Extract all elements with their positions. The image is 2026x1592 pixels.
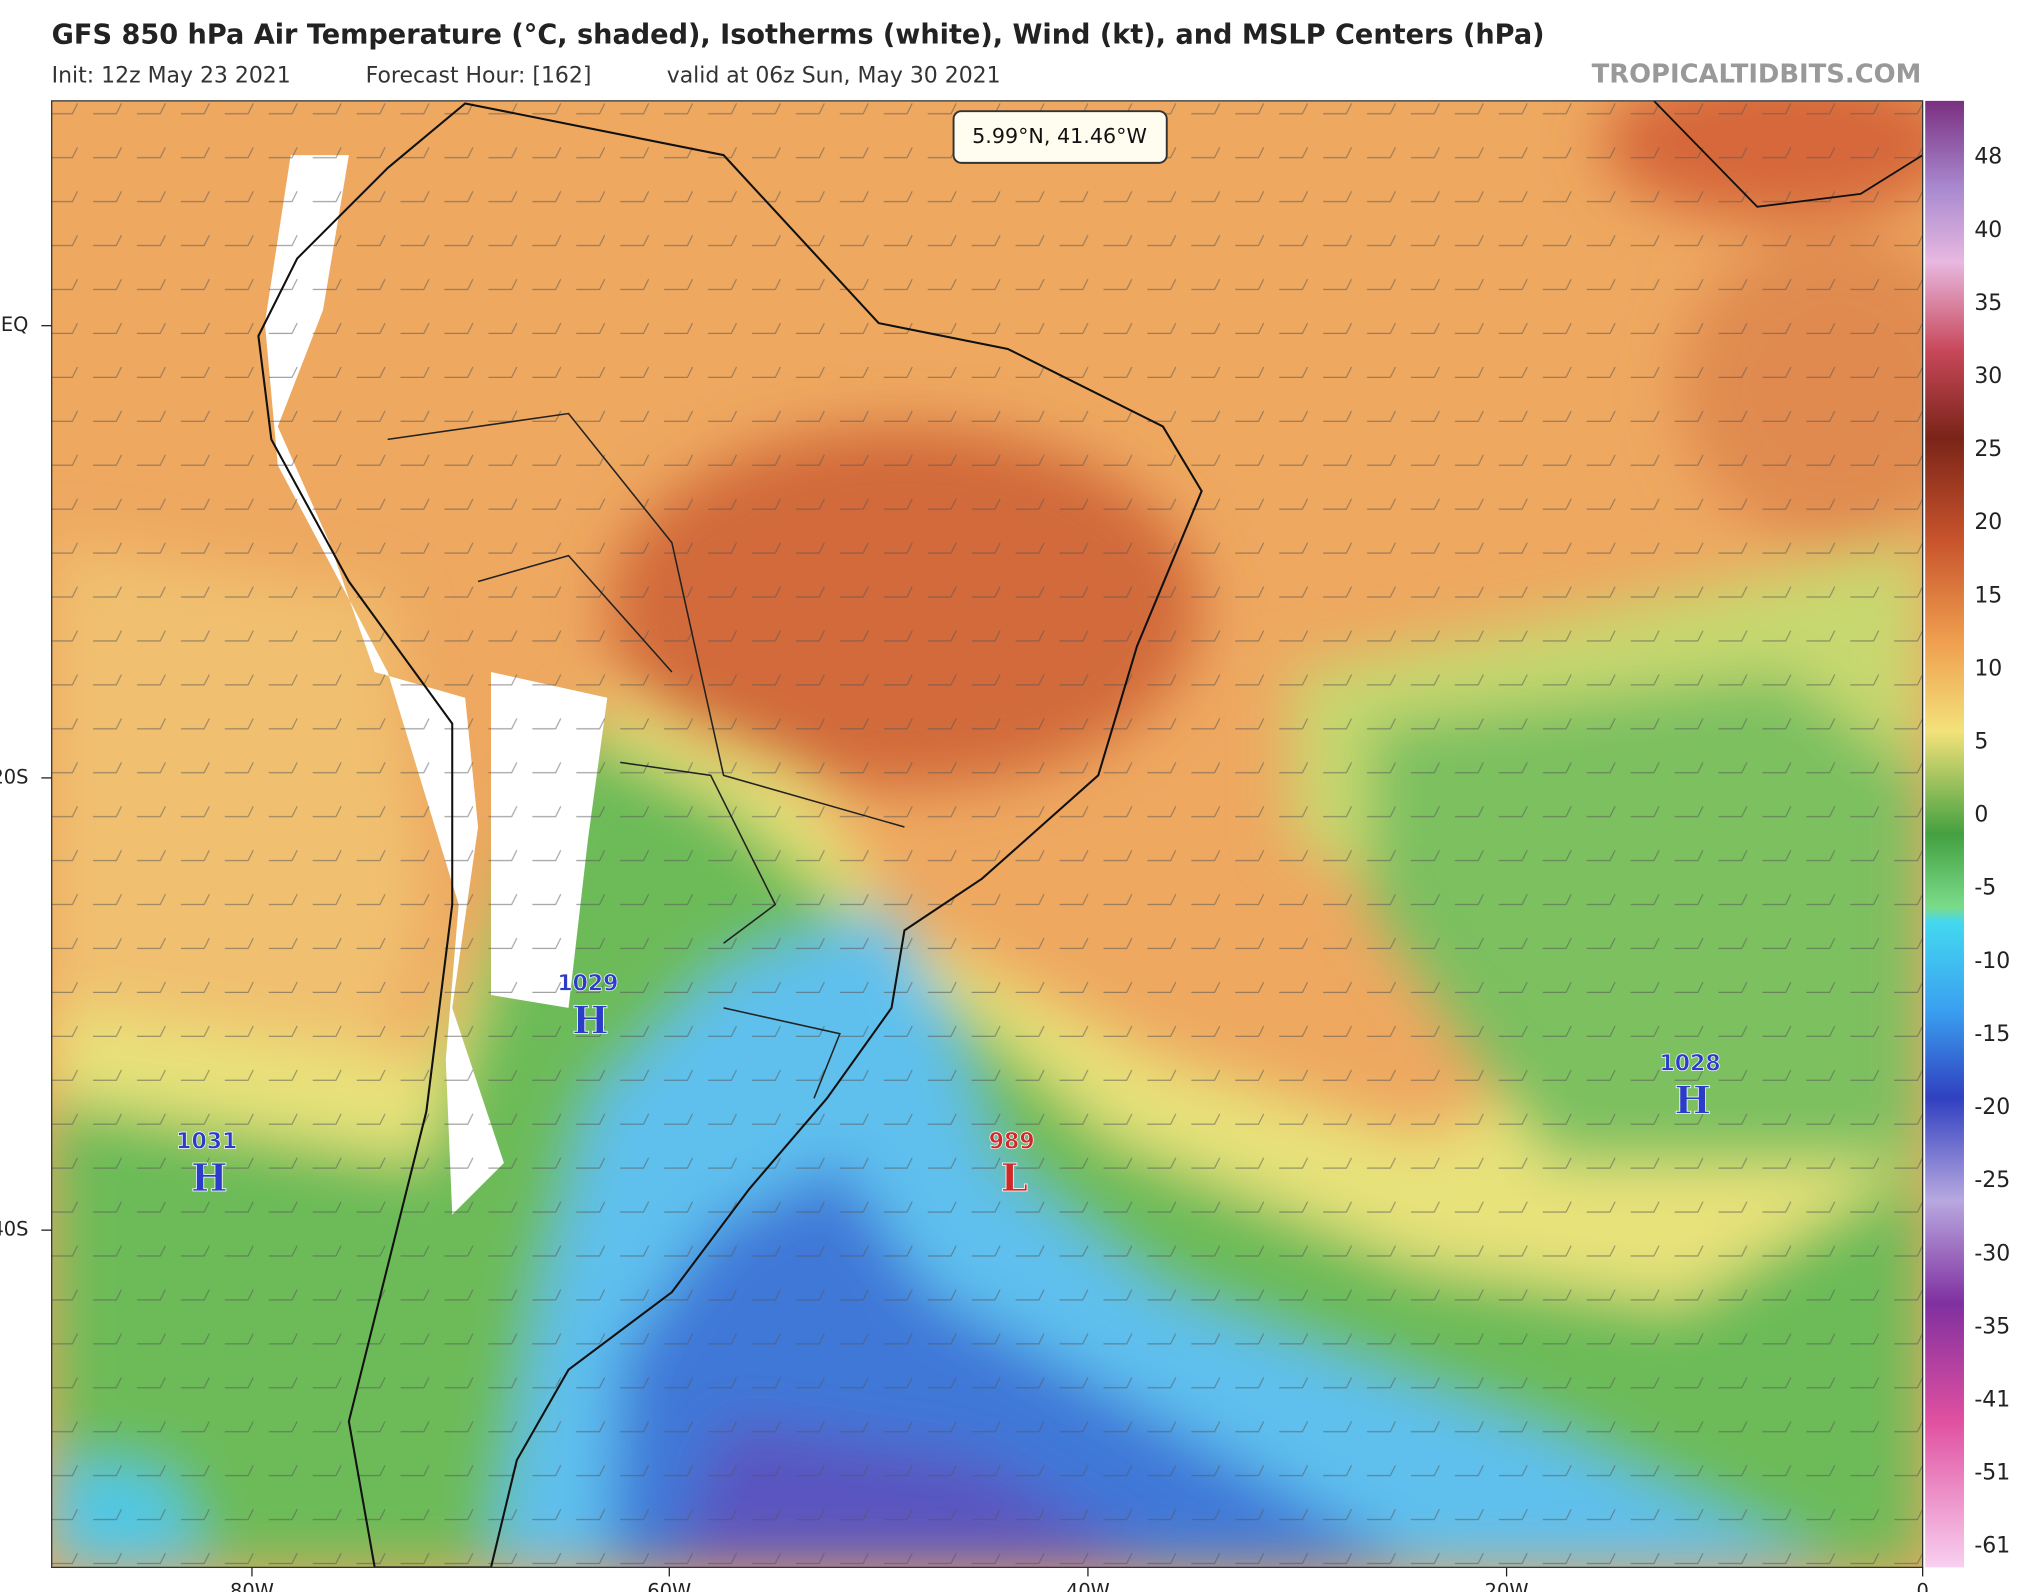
lon-label: 40W xyxy=(1066,1579,1110,1592)
colorbar-tick-label: 10 xyxy=(1974,656,2002,681)
pressure-value: 1028 xyxy=(1660,1052,1721,1077)
title: GFS 850 hPa Air Temperature (°C, shaded)… xyxy=(52,20,1545,51)
colorbar-tick-label: 5 xyxy=(1974,730,1988,755)
colorbar-tick-label: -51 xyxy=(1974,1461,2010,1486)
init-time: Init: 12z May 23 2021 xyxy=(52,63,291,88)
colorbar-tick-label: -41 xyxy=(1974,1387,2010,1412)
lon-label: 80W xyxy=(230,1579,274,1592)
cursor-tooltip xyxy=(952,110,1168,164)
colorbar-tick-label: -15 xyxy=(1974,1022,2010,1047)
colorbar xyxy=(1925,100,1964,1568)
colorbar-tick-label: 30 xyxy=(1974,364,2002,389)
colorbar-tick-label: 40 xyxy=(1974,218,2002,243)
pressure-value: 1031 xyxy=(176,1129,237,1154)
colorbar-tick-label: 15 xyxy=(1974,583,2002,608)
colorbar-tick-label: -20 xyxy=(1974,1095,2010,1120)
cursor-coords: 5.99°N, 41.46°W xyxy=(972,124,1147,148)
colorbar-tick-label: -10 xyxy=(1974,949,2010,974)
colorbar-tick-label: 0 xyxy=(1974,803,1988,828)
pressure-symbol: H xyxy=(1674,1079,1711,1124)
lon-label: 20W xyxy=(1485,1579,1529,1592)
temperature-field xyxy=(51,100,1923,1568)
colorbar-tick-label: -61 xyxy=(1974,1534,2010,1559)
colorbar-tick-label: -5 xyxy=(1974,876,1996,901)
forecast-hour: Forecast Hour: [162] xyxy=(366,63,592,88)
colorbar-tick-label: -25 xyxy=(1974,1168,2010,1193)
pressure-value: 1029 xyxy=(557,972,618,997)
valid-time: valid at 06z Sun, May 30 2021 xyxy=(667,63,1001,88)
overlay: EQ20S40S80W60W40W20W01029H1031H1028H989L… xyxy=(0,145,2010,1592)
lon-label: 60W xyxy=(647,1579,691,1592)
map-frame xyxy=(51,100,1924,1569)
lat-label: 20S xyxy=(0,765,28,788)
pressure-symbol: H xyxy=(191,1156,228,1201)
lat-label: EQ xyxy=(1,313,28,336)
colorbar-tick-label: -30 xyxy=(1974,1241,2010,1266)
lon-label: 0 xyxy=(1916,1579,1928,1592)
colorbar-tick-label: 35 xyxy=(1974,291,2002,316)
colorbar-tick-label: 20 xyxy=(1974,510,2002,535)
pressure-symbol: H xyxy=(572,998,609,1043)
colorbar-tick-label: -35 xyxy=(1974,1314,2010,1339)
lat-label: 40S xyxy=(0,1218,28,1241)
colorbar-tick-label: 48 xyxy=(1974,145,2002,170)
pressure-symbol: L xyxy=(1001,1156,1028,1201)
pressure-value: 989 xyxy=(989,1129,1035,1154)
watermark: TROPICALTIDBITS.COM xyxy=(1592,60,1922,90)
colorbar-tick-label: 25 xyxy=(1974,437,2002,462)
